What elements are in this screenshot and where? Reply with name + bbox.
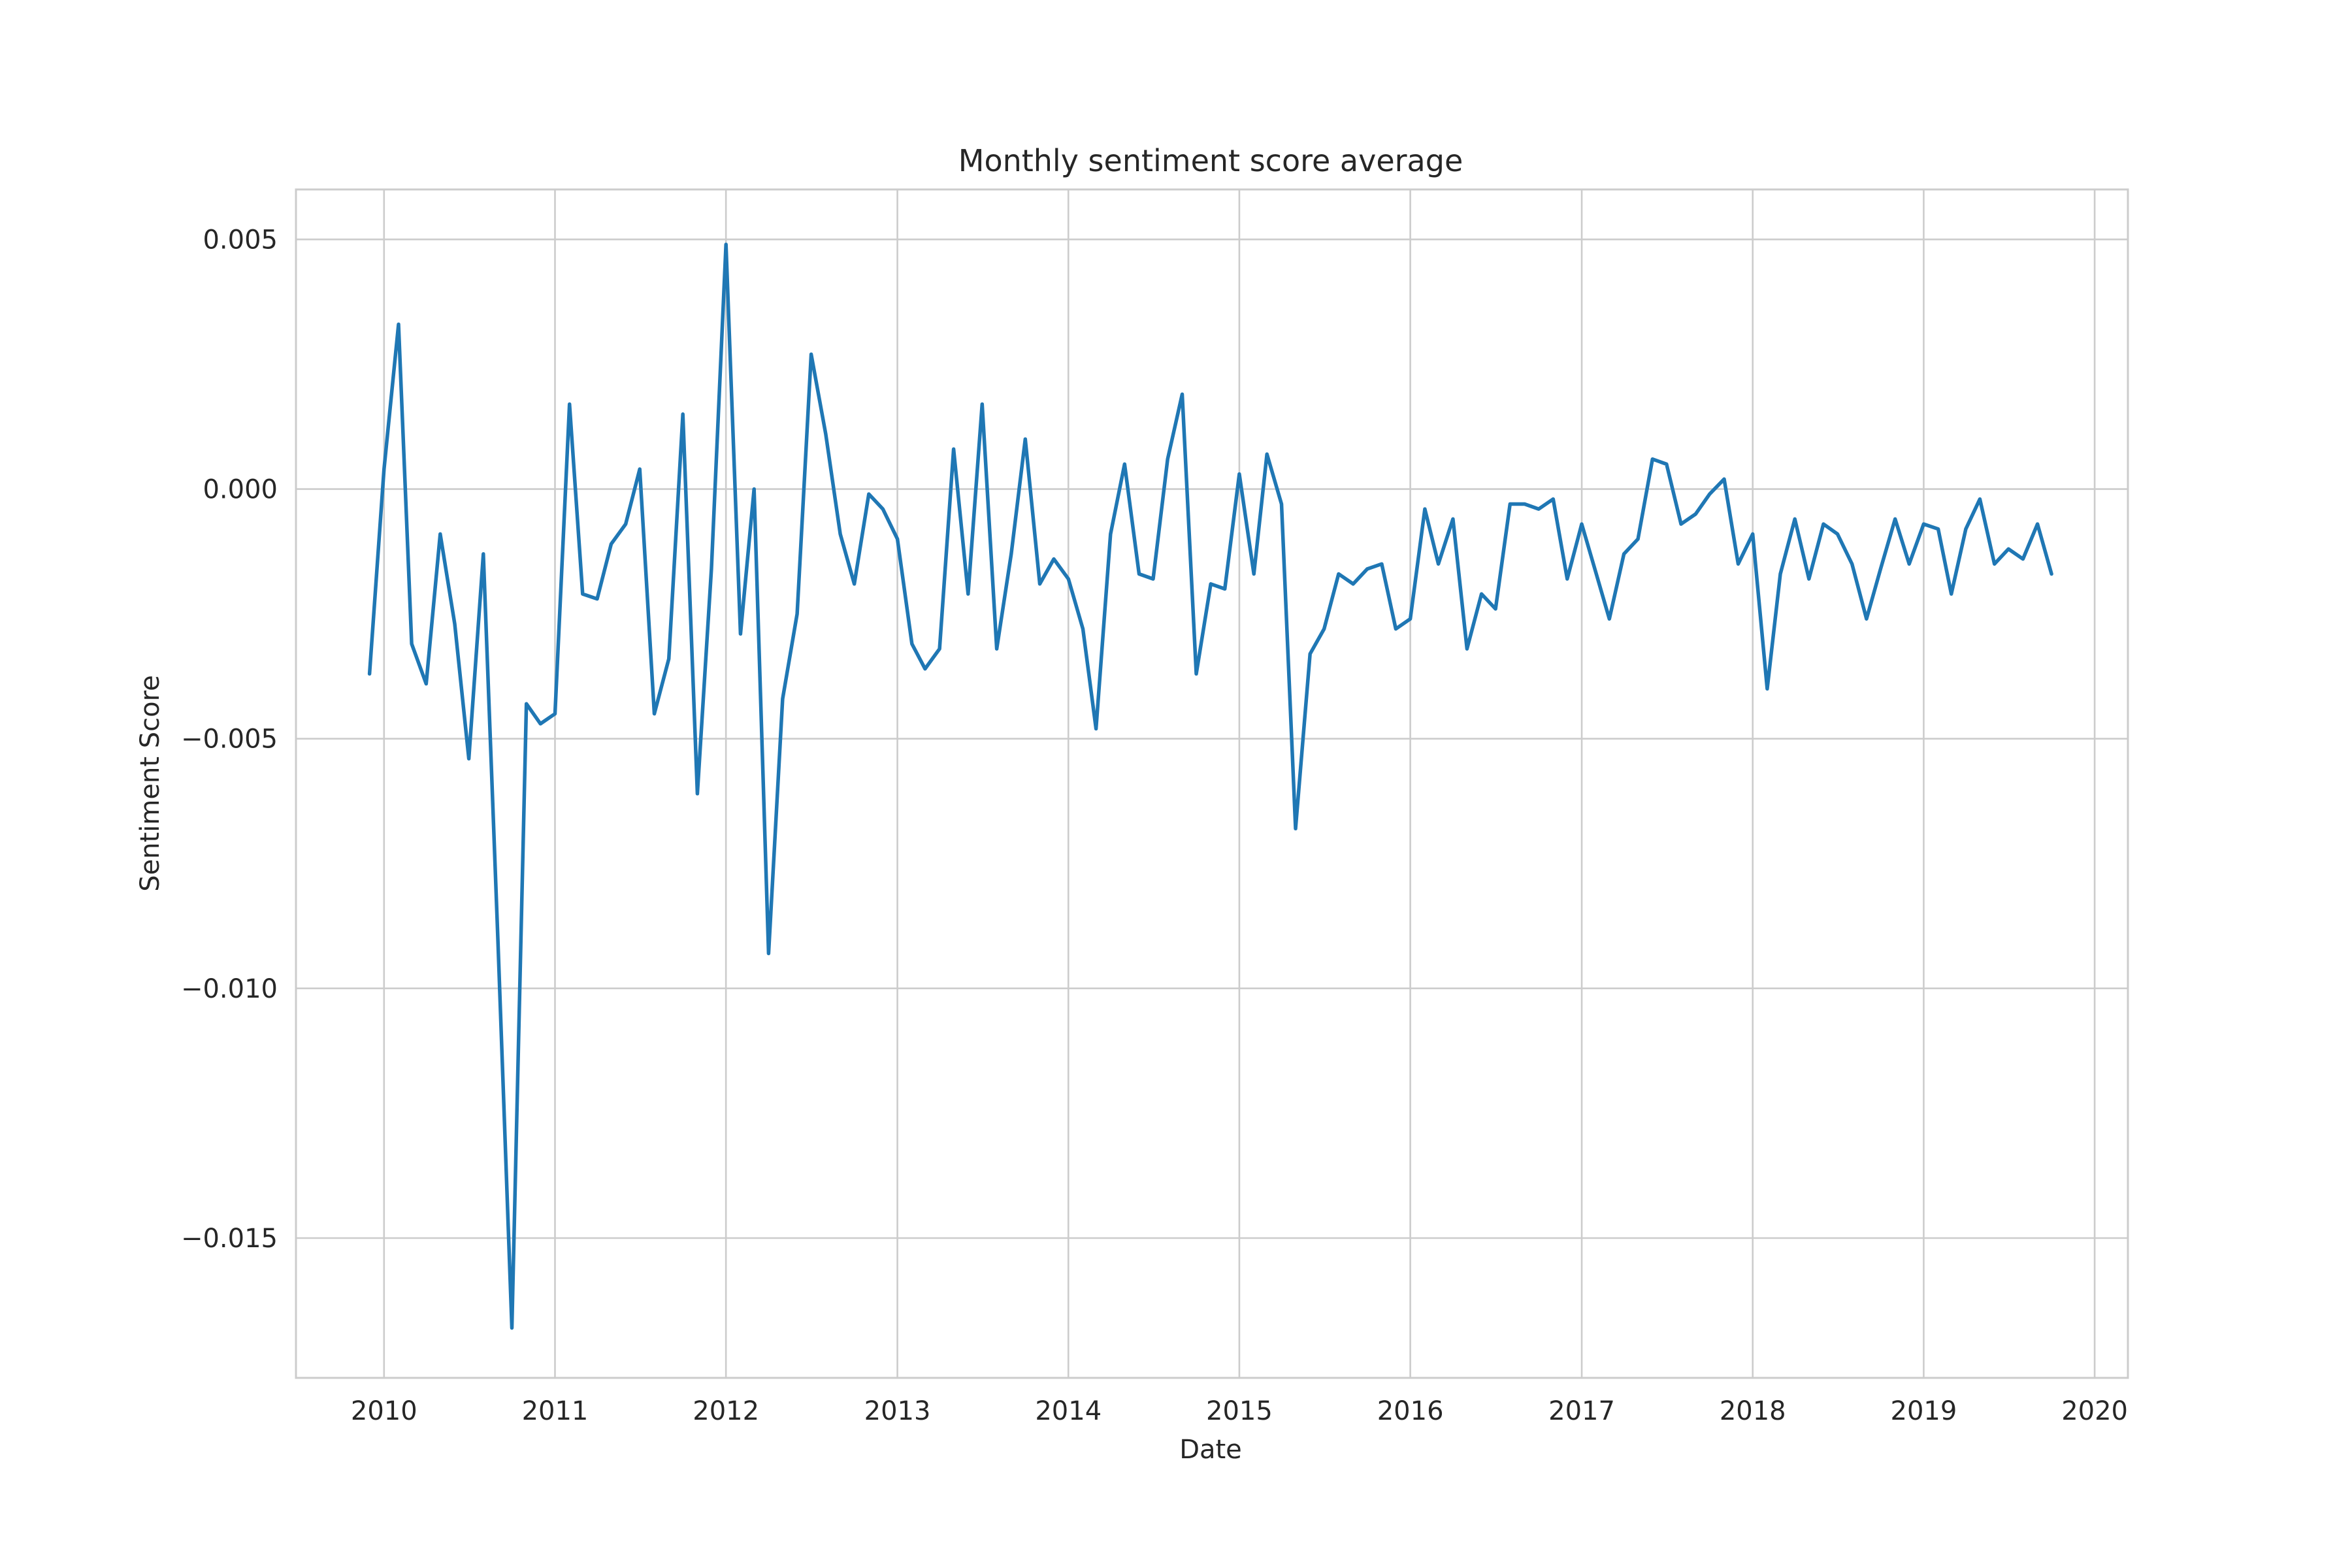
series-layer	[367, 242, 2053, 1330]
x-tick-label: 2019	[1891, 1396, 1957, 1426]
x-tick-label: 2018	[1720, 1396, 1786, 1426]
y-tick-label: −0.015	[181, 1224, 278, 1254]
x-tick-label: 2015	[1206, 1396, 1273, 1426]
x-tick-label: 2016	[1377, 1396, 1444, 1426]
x-tick-label: 2013	[864, 1396, 931, 1426]
y-axis-ticks: 0.005 0.000 −0.005 −0.010 −0.015	[181, 225, 278, 1254]
y-axis-label: Sentiment Score	[135, 675, 165, 892]
grid	[296, 189, 2128, 1378]
sentiment-series-line	[367, 242, 2053, 1330]
x-tick-label: 2011	[522, 1396, 589, 1426]
x-tick-label: 2014	[1035, 1396, 1102, 1426]
y-tick-label: −0.010	[181, 974, 278, 1004]
x-tick-label: 2010	[351, 1396, 417, 1426]
plot-frame	[295, 188, 2129, 1379]
x-tick-label: 2017	[1548, 1396, 1615, 1426]
y-tick-label: 0.000	[203, 475, 278, 505]
chart-title: Monthly sentiment score average	[958, 143, 1463, 178]
y-tick-label: 0.005	[203, 225, 278, 255]
x-tick-label: 2020	[2061, 1396, 2128, 1426]
x-axis-ticks: 2010 2011 2012 2013 2014 2015 2016 2017 2018 2019…	[351, 1396, 2128, 1426]
y-tick-label: −0.005	[181, 725, 278, 755]
x-axis-label: Date	[1179, 1435, 1242, 1465]
x-tick-label: 2012	[693, 1396, 759, 1426]
